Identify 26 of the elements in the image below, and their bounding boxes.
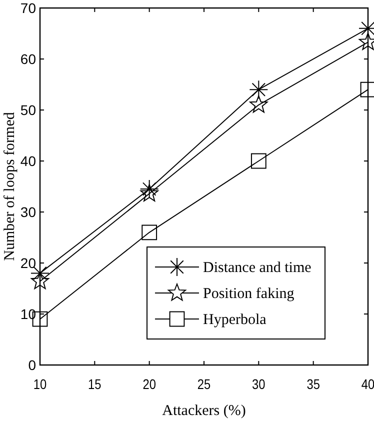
point [249,80,268,100]
x-tick-label: 10 [33,376,47,392]
point [250,95,268,113]
x-tick-label: 15 [88,376,102,392]
point [142,224,158,240]
x-tick-label: 40 [361,376,374,392]
y-tick-label: 0 [28,357,36,373]
y-tick-label: 70 [20,0,36,16]
x-tick-label: 25 [197,376,211,392]
x-tick-label: 20 [142,376,156,392]
point [140,180,159,199]
y-tick-label: 30 [20,204,36,220]
y-tick-label: 50 [20,102,36,118]
point [30,272,50,290]
y-tick-label: 20 [20,255,36,271]
y-tick-label: 40 [20,153,36,169]
legend-label: Hyperbola [203,312,267,328]
point [140,184,158,202]
point [250,153,266,169]
y-axis-title: Number of loops formed [2,112,18,261]
x-axis-title: Attackers (%) [162,403,246,419]
legend-label: Position faking [203,286,295,302]
x-tick-label: 35 [306,376,320,392]
y-tick-label: 60 [20,51,36,67]
x-tick-label: 30 [252,376,266,392]
legend-label: Distance and time [203,260,312,276]
